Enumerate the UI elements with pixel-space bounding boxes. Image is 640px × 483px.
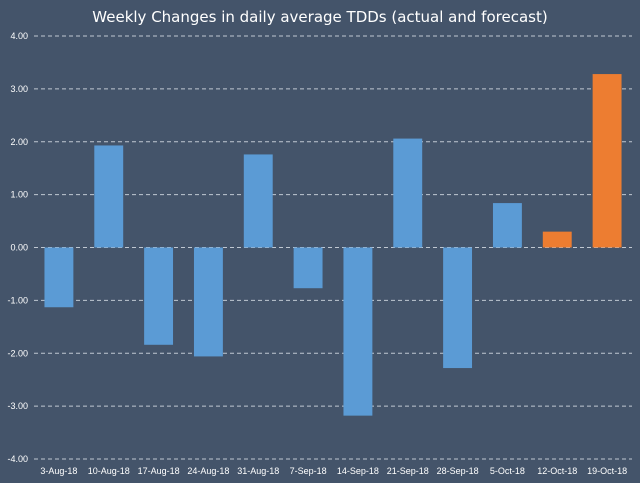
y-tick-label: 2.00 xyxy=(10,137,28,147)
x-tick-label: 14-Sep-18 xyxy=(337,466,379,476)
bar-5-Oct-18 xyxy=(492,203,522,248)
bar-28-Sep-18 xyxy=(443,247,473,369)
bar-31-Aug-18 xyxy=(243,154,273,248)
y-tick-label: -3.00 xyxy=(7,401,28,411)
bar-24-Aug-18 xyxy=(193,247,223,357)
x-tick-label: 3-Aug-18 xyxy=(40,466,77,476)
bar-21-Sep-18 xyxy=(393,138,423,248)
x-tick-label: 17-Aug-18 xyxy=(138,466,180,476)
y-tick-label: 0.00 xyxy=(10,243,28,253)
y-tick-label: 1.00 xyxy=(10,190,28,200)
y-tick-label: -1.00 xyxy=(7,295,28,305)
chart-title: Weekly Changes in daily average TDDs (ac… xyxy=(92,8,548,26)
bar-7-Sep-18 xyxy=(293,247,323,289)
x-tick-label: 5-Oct-18 xyxy=(490,466,525,476)
x-tick-label: 21-Sep-18 xyxy=(387,466,429,476)
x-tick-label: 28-Sep-18 xyxy=(437,466,479,476)
x-tick-label: 12-Oct-18 xyxy=(537,466,577,476)
bar-12-Oct-18 xyxy=(542,231,572,248)
y-tick-label: 3.00 xyxy=(10,84,28,94)
x-tick-label: 7-Sep-18 xyxy=(290,466,327,476)
x-tick-label: 31-Aug-18 xyxy=(237,466,279,476)
y-tick-label: -2.00 xyxy=(7,348,28,358)
bar-19-Oct-18 xyxy=(592,74,622,248)
bar-10-Aug-18 xyxy=(94,145,124,248)
x-tick-label: 24-Aug-18 xyxy=(187,466,229,476)
y-tick-label: -4.00 xyxy=(7,454,28,464)
bar-3-Aug-18 xyxy=(44,247,74,308)
x-tick-label: 10-Aug-18 xyxy=(88,466,130,476)
y-tick-label: 4.00 xyxy=(10,31,28,41)
bar-14-Sep-18 xyxy=(343,247,373,416)
x-tick-label: 19-Oct-18 xyxy=(587,466,627,476)
bar-17-Aug-18 xyxy=(144,247,174,345)
